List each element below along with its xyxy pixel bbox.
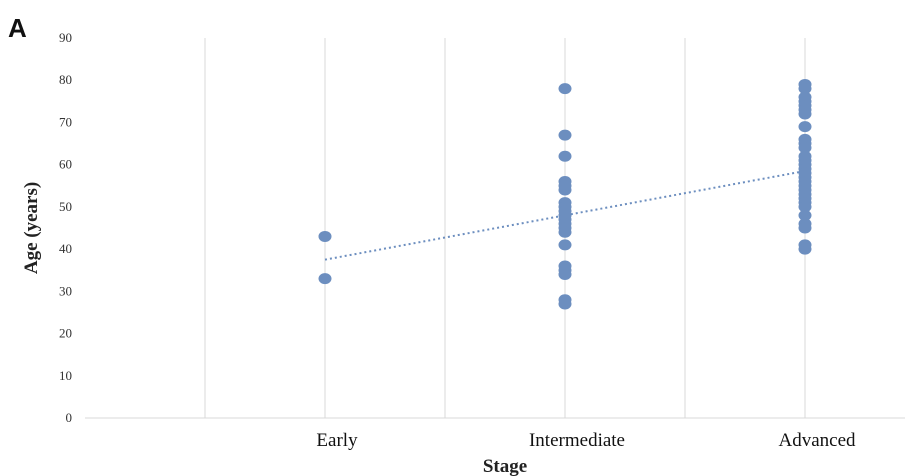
y-tick-label: 50 <box>59 199 72 214</box>
x-category-labels: Early Intermediate Advanced <box>316 430 856 451</box>
data-point <box>318 273 332 285</box>
trendline <box>324 170 806 261</box>
panel-label: A <box>8 13 27 43</box>
y-axis-title: Age (years) <box>21 182 42 274</box>
data-points <box>318 78 812 310</box>
data-point <box>798 201 812 213</box>
data-point <box>558 268 572 280</box>
gridlines <box>85 38 905 419</box>
x-category-label: Advanced <box>778 430 856 451</box>
x-axis-title: Stage <box>483 456 527 476</box>
data-point <box>798 222 812 234</box>
data-point <box>798 108 812 120</box>
data-point <box>798 142 812 154</box>
y-tick-labels: 0 10 20 30 40 50 60 70 80 90 <box>59 30 72 425</box>
x-category-label: Early <box>316 430 358 451</box>
data-point <box>558 298 572 310</box>
y-tick-label: 40 <box>59 241 72 256</box>
data-point <box>558 226 572 238</box>
data-point <box>798 83 812 95</box>
data-point <box>798 121 812 133</box>
y-tick-label: 20 <box>59 326 72 341</box>
data-point <box>558 150 572 162</box>
data-point <box>558 184 572 196</box>
data-point <box>558 239 572 251</box>
data-point <box>798 209 812 221</box>
y-tick-label: 60 <box>59 157 72 172</box>
y-tick-label: 10 <box>59 368 72 383</box>
y-tick-label: 70 <box>59 114 72 129</box>
data-point <box>558 83 572 95</box>
data-point <box>798 243 812 255</box>
data-point <box>558 129 572 141</box>
y-tick-label: 80 <box>59 72 72 87</box>
y-tick-label: 0 <box>66 410 73 425</box>
data-point <box>318 230 332 242</box>
x-category-label: Intermediate <box>529 430 625 451</box>
y-tick-label: 30 <box>59 283 72 298</box>
y-tick-label: 90 <box>59 30 72 45</box>
